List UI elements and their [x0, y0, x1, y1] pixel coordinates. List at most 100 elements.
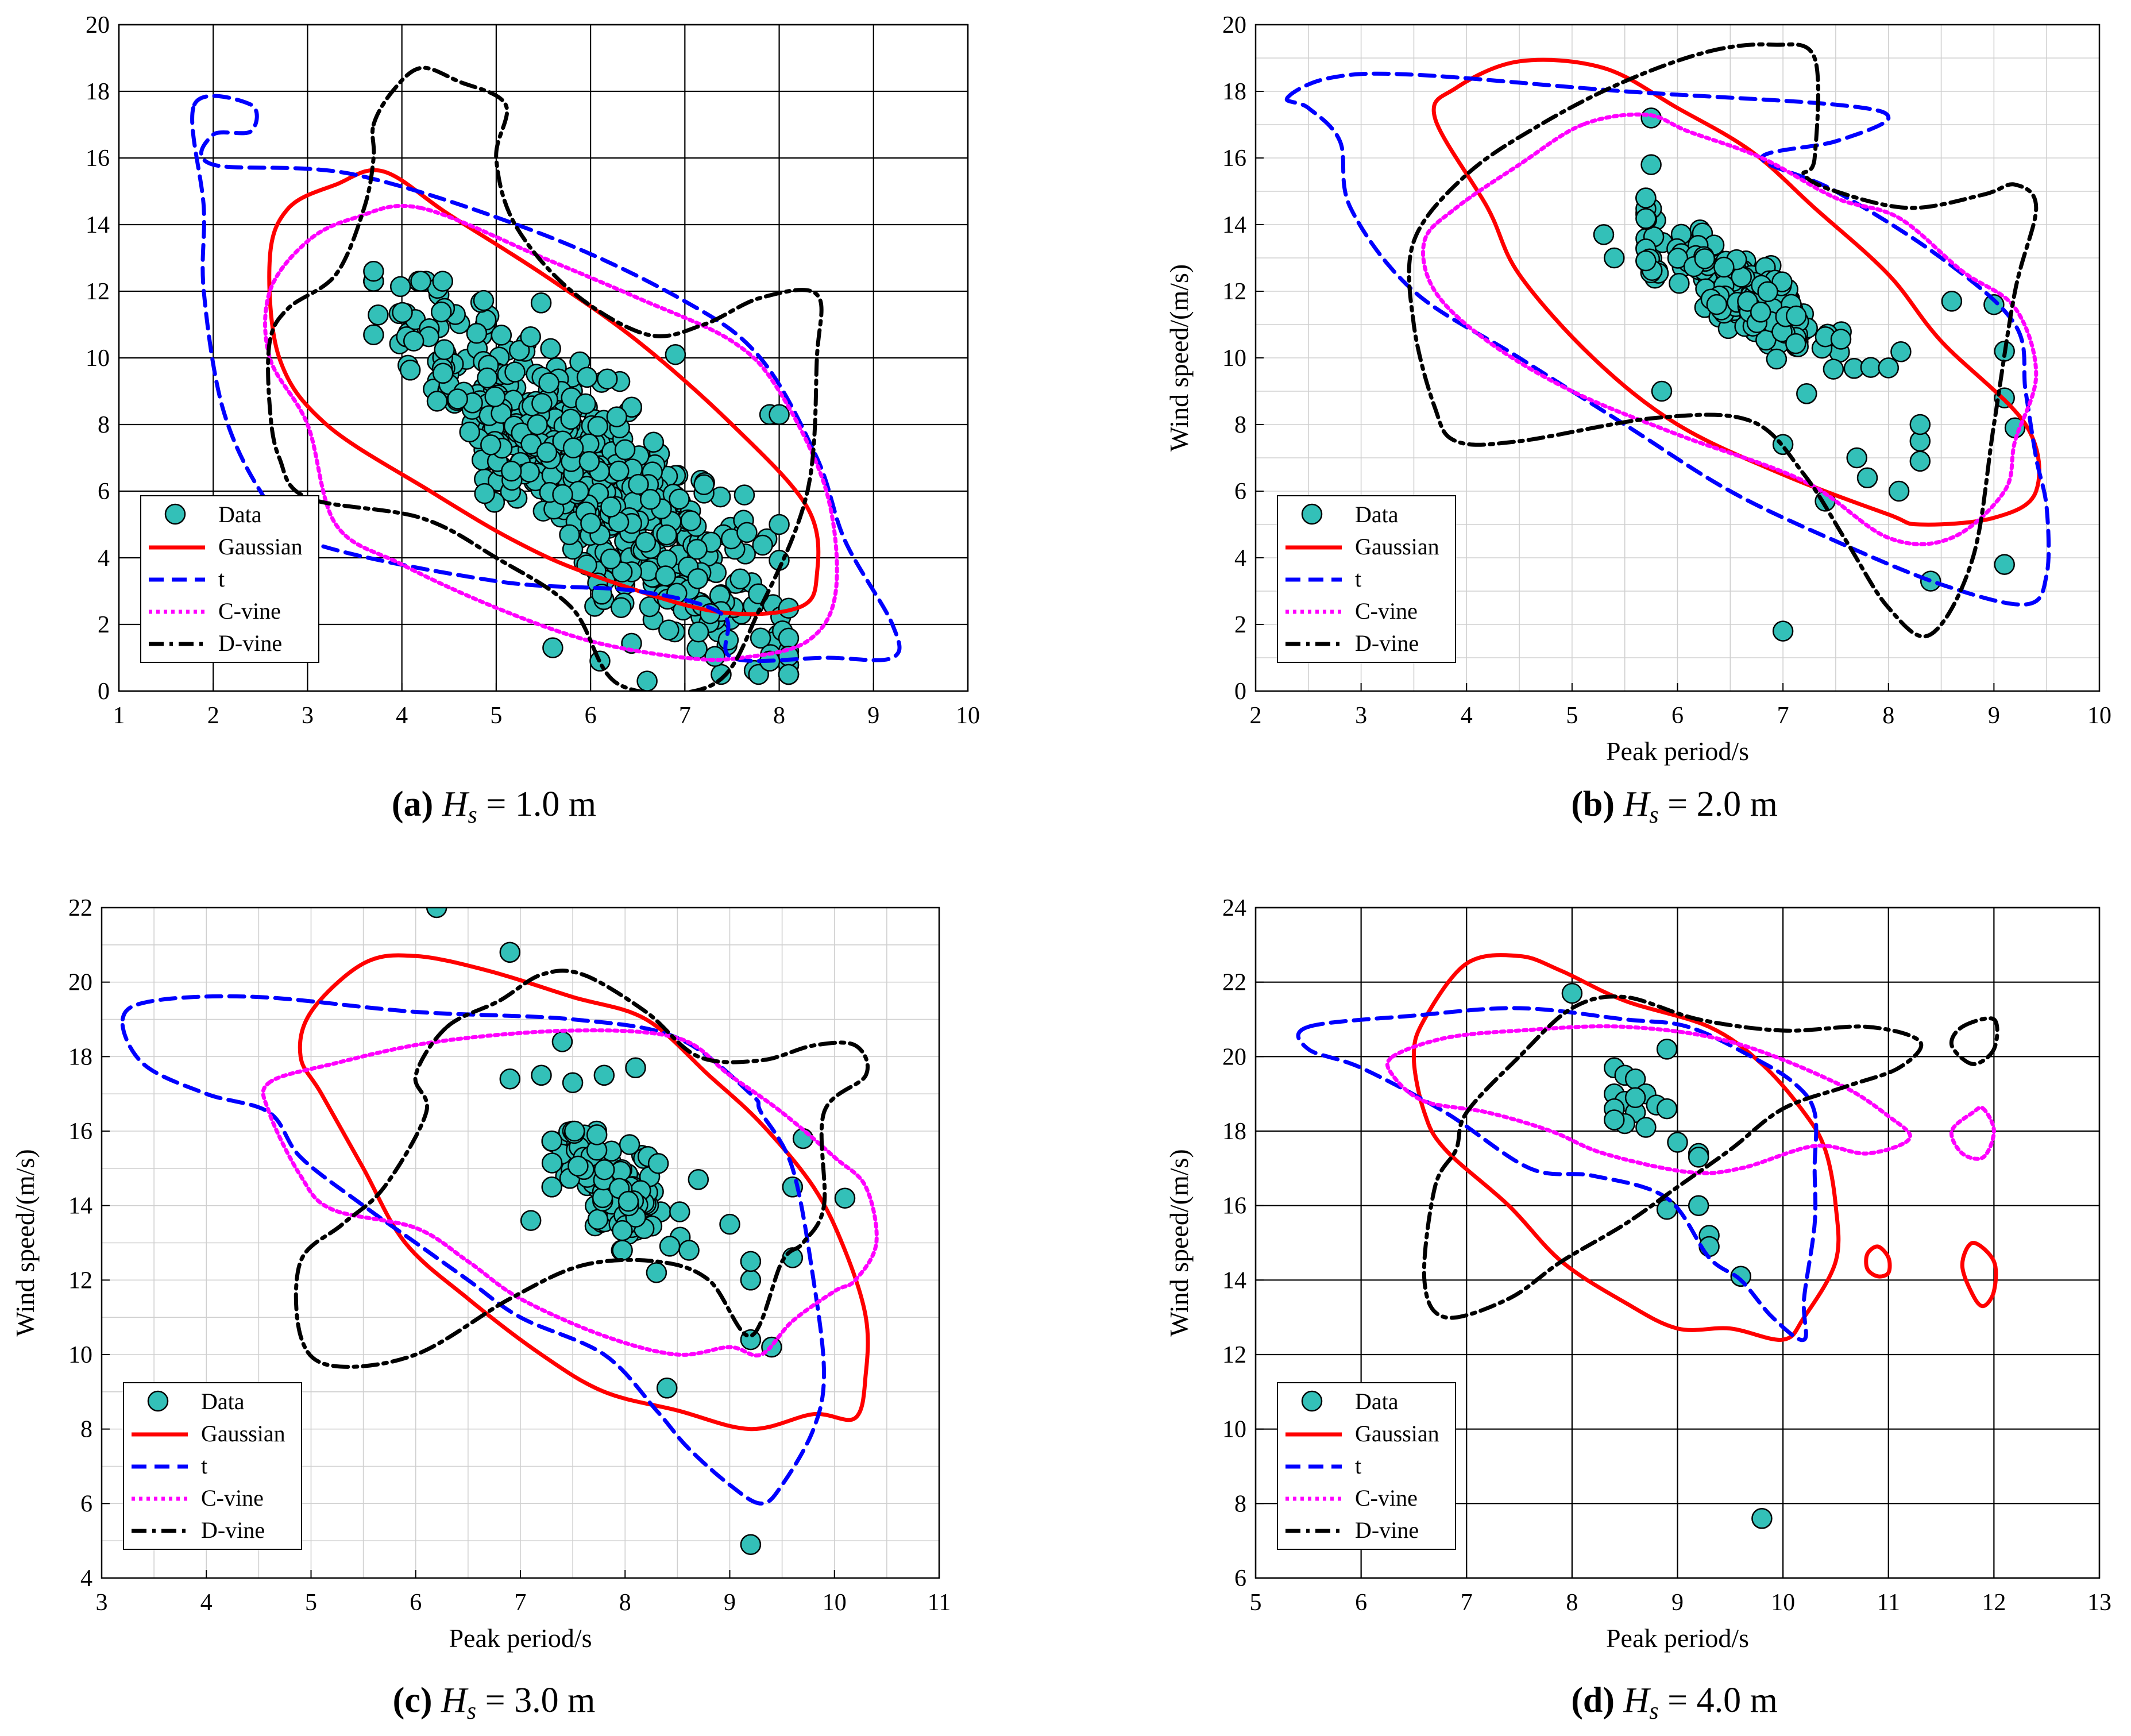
data-point: [576, 367, 598, 388]
data-point: [1994, 554, 2015, 575]
data-point: [1771, 271, 1793, 292]
data-point: [541, 1176, 562, 1198]
data-point: [520, 1210, 542, 1231]
legend-data-marker: [164, 503, 186, 525]
dvine-contour: [1422, 994, 1924, 1320]
data-point: [1635, 208, 1657, 229]
data-point: [600, 496, 621, 518]
data-point: [678, 1240, 700, 1261]
x-tick-label: 5: [1250, 1590, 1262, 1616]
data-point: [834, 1187, 856, 1209]
y-tick-label: 6: [1234, 479, 1246, 505]
data-point: [600, 548, 621, 570]
data-point: [474, 483, 495, 504]
x-tick-label: 10: [956, 703, 980, 729]
x-tick-label: 3: [96, 1590, 108, 1616]
data-point: [740, 1270, 762, 1291]
data-point: [1730, 1266, 1751, 1287]
data-series: [1561, 982, 1773, 1529]
data-point: [399, 360, 421, 381]
legend-dvine-label: D-vine: [218, 630, 282, 656]
x-tick-label: 2: [1250, 703, 1262, 729]
plot-content: [120, 908, 879, 1555]
data-point: [639, 488, 661, 510]
x-tick-label: 10: [2087, 703, 2111, 729]
data-point: [531, 1064, 552, 1086]
data-point: [551, 1031, 573, 1052]
y-tick-label: 12: [68, 1267, 92, 1294]
x-tick-label: 13: [2087, 1590, 2111, 1616]
legend-box: [1277, 495, 1456, 663]
y-tick-label: 22: [1222, 970, 1246, 996]
data-point: [750, 627, 771, 649]
data-point: [659, 1236, 681, 1257]
data-point: [1750, 302, 1771, 323]
data-point: [568, 1155, 589, 1177]
data-point: [1706, 294, 1728, 315]
data-point: [527, 414, 548, 435]
data-point: [1593, 224, 1615, 245]
contour-lines: [1296, 953, 1999, 1342]
data-point: [477, 367, 498, 389]
x-axis-label: Peak period/s: [449, 1623, 592, 1653]
contour-lines: [190, 65, 902, 691]
figure-caption: (b) Hs = 2.0 m: [1571, 785, 1778, 828]
x-tick-label: 9: [867, 703, 879, 729]
data-series: [426, 908, 856, 1555]
y-tick-label: 4: [1234, 545, 1246, 572]
data-point: [363, 260, 384, 282]
data-point: [410, 271, 431, 292]
data-point: [562, 1072, 584, 1093]
x-tick-label: 9: [724, 1590, 736, 1616]
data-point: [608, 460, 630, 482]
data-point: [688, 1169, 709, 1190]
data-point: [740, 1534, 762, 1555]
data-point: [540, 338, 561, 360]
contour-lines: [1284, 42, 2051, 639]
data-point: [1669, 272, 1690, 294]
x-tick-label: 8: [619, 1590, 631, 1616]
x-tick-label: 4: [396, 703, 408, 729]
y-tick-label: 16: [86, 145, 110, 172]
data-point: [434, 339, 455, 360]
legend-t-label: t: [1355, 1453, 1361, 1479]
y-tick-label: 24: [1222, 895, 1246, 921]
data-point: [480, 434, 501, 456]
data-point: [635, 531, 657, 553]
data-point: [778, 663, 800, 685]
data-point: [491, 325, 512, 346]
y-tick-label: 20: [86, 12, 110, 38]
data-point: [499, 1068, 521, 1090]
data-point: [1688, 1195, 1709, 1216]
y-tick-label: 16: [1222, 1193, 1246, 1220]
data-point: [1656, 1198, 1678, 1220]
legend-gaussian-label: Gaussian: [1355, 1421, 1439, 1446]
data-point: [688, 621, 709, 643]
y-tick-label: 20: [1222, 1044, 1246, 1070]
data-point: [734, 484, 755, 506]
data-point: [655, 565, 677, 587]
data-point: [484, 386, 505, 407]
x-tick-label: 7: [515, 1590, 527, 1616]
x-tick-label: 6: [1671, 703, 1684, 729]
data-point: [541, 1130, 562, 1152]
y-axis-label: Wind speed/(m/s): [1164, 264, 1194, 452]
y-tick-label: 20: [68, 970, 92, 996]
data-point: [575, 393, 596, 415]
data-point: [619, 1134, 640, 1155]
data-point: [587, 415, 608, 437]
y-tick-label: 6: [98, 479, 110, 505]
y-tick-label: 8: [1234, 412, 1246, 438]
data-point: [736, 522, 758, 543]
y-tick-label: 8: [1234, 1491, 1246, 1517]
data-point: [466, 322, 488, 344]
data-point: [729, 568, 751, 590]
data-point: [1830, 329, 1852, 350]
data-point: [1888, 480, 1910, 502]
data-point: [665, 344, 686, 365]
data-point: [621, 396, 643, 418]
data-point: [501, 460, 522, 482]
data-point: [719, 1213, 740, 1235]
plot-content: [1296, 953, 1999, 1529]
